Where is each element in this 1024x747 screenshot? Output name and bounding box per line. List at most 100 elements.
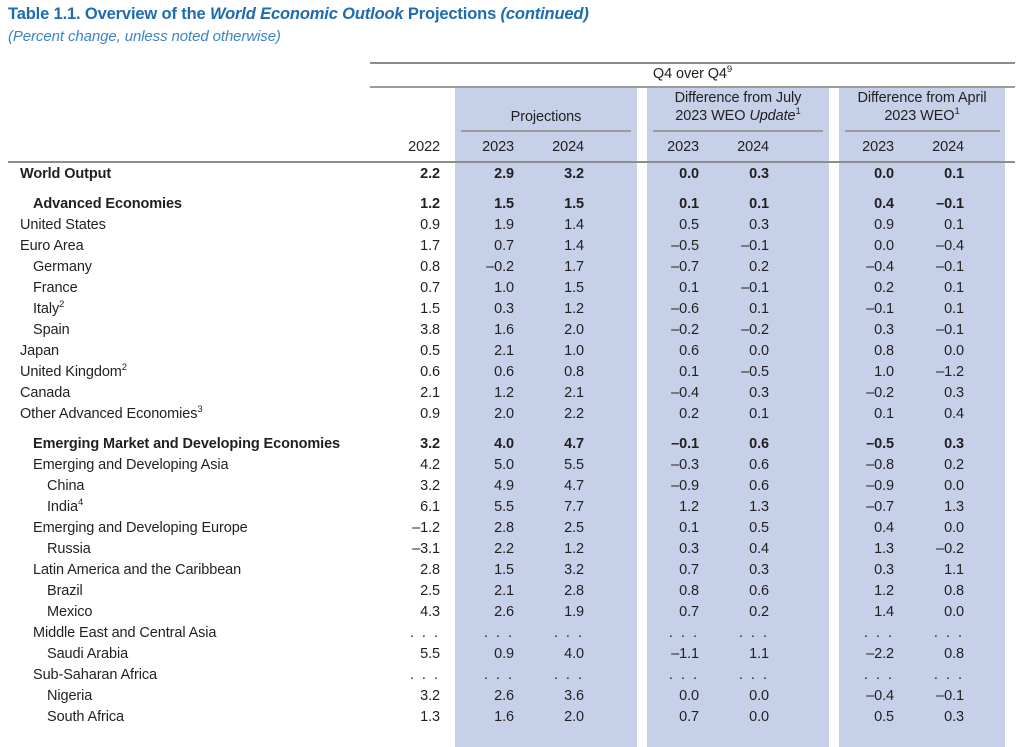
table-cell: –0.2	[866, 385, 894, 401]
table-cell: 1.9	[494, 217, 514, 233]
table-cell: –0.7	[671, 259, 699, 275]
table-cell: 0.3	[874, 562, 894, 578]
header-group-projections: Projections	[461, 108, 631, 126]
column-header-2022: 2022	[370, 138, 440, 156]
row-label: United States	[20, 217, 106, 233]
table-cell: 0.6	[679, 343, 699, 359]
table-cell: 0.5	[420, 343, 440, 359]
column-header-2022-label: 2022	[408, 139, 440, 155]
table-cell: 0.6	[420, 364, 440, 380]
header-group-july-update: Update	[749, 108, 796, 124]
table-cell: –0.5	[741, 364, 769, 380]
table-cell: 0.5	[874, 709, 894, 725]
table-cell: 2.2	[494, 541, 514, 557]
table-row: Middle East and Central Asia . . . . . . . …	[0, 624, 1024, 645]
rule-under-year-row	[8, 161, 1015, 163]
table-cell: 0.8	[944, 583, 964, 599]
table-cell: . . .	[409, 625, 440, 641]
table-cell: 0.1	[874, 406, 894, 422]
table-cell: –0.1	[671, 436, 699, 452]
table-cell: . . .	[483, 667, 514, 683]
table-cell: 2.6	[494, 604, 514, 620]
table-cell: 6.1	[420, 499, 440, 515]
column-header-april-2023: 2023	[824, 138, 894, 156]
table-row: Brazil 2.5 2.1 2.8 0.8 0.6 1.2 0.8	[0, 582, 1024, 603]
table-cell: 1.3	[420, 709, 440, 725]
table-cell: 0.4	[874, 196, 894, 212]
table-cell: 1.6	[494, 709, 514, 725]
table-cell: 0.6	[749, 457, 769, 473]
table-cell: –0.4	[866, 688, 894, 704]
title-prefix: Table 1.1. Overview of the	[8, 5, 210, 23]
table-cell: –0.4	[866, 259, 894, 275]
table-cell: 0.3	[679, 541, 699, 557]
table-cell: 0.6	[749, 583, 769, 599]
table-cell: 1.2	[564, 541, 584, 557]
table-cell: –0.2	[936, 541, 964, 557]
table-subtitle: (Percent change, unless noted otherwise)	[8, 28, 281, 45]
table-cell: 0.3	[874, 322, 894, 338]
table-cell: –0.5	[671, 238, 699, 254]
table-cell: –0.4	[671, 385, 699, 401]
header-group-july-difference: Difference from July 2023 WEO Update1	[647, 89, 829, 125]
table-cell: –0.7	[866, 499, 894, 515]
table-cell: 2.6	[494, 688, 514, 704]
table-cell: 1.6	[494, 322, 514, 338]
row-label: United Kingdom2	[20, 362, 127, 380]
table-cell: 0.1	[679, 364, 699, 380]
table-cell: 1.4	[564, 238, 584, 254]
table-cell: 0.0	[679, 166, 699, 182]
table-cell: –0.1	[936, 688, 964, 704]
table-row: Advanced Economies 1.2 1.5 1.5 0.1 0.1 0.4 –0.1	[0, 195, 1024, 216]
title-middle: Projections	[403, 5, 501, 23]
table-cell: 3.6	[564, 688, 584, 704]
table-cell: 2.8	[420, 562, 440, 578]
table-cell: 2.1	[494, 583, 514, 599]
table-cell: –0.2	[486, 259, 514, 275]
column-header-july-2023: 2023	[629, 138, 699, 156]
row-label: Canada	[20, 385, 71, 401]
table-cell: . . .	[483, 625, 514, 641]
row-label: India4	[47, 497, 84, 515]
table-cell: 2.2	[564, 406, 584, 422]
row-label: Emerging and Developing Asia	[33, 457, 229, 473]
table-row: Mexico 4.3 2.6 1.9 0.7 0.2 1.4 0.0	[0, 603, 1024, 624]
table-cell: 1.2	[420, 196, 440, 212]
table-cell: . . .	[668, 667, 699, 683]
row-label: China	[47, 478, 85, 494]
row-label: Italy2	[33, 299, 65, 317]
header-group-july-line1: Difference from July	[674, 90, 802, 106]
table-cell: 0.2	[749, 259, 769, 275]
table-cell: 2.9	[494, 166, 514, 182]
table-cell: 0.6	[749, 478, 769, 494]
table-cell: 0.2	[749, 604, 769, 620]
table-cell: 2.2	[420, 166, 440, 182]
table-cell: 0.1	[679, 520, 699, 536]
row-label: Emerging Market and Developing Economies	[33, 436, 341, 452]
table-body: World Output 2.2 2.9 3.2 0.0 0.3 0.0 0.1 Advance…	[0, 165, 1024, 729]
table-cell: 0.0	[749, 343, 769, 359]
table-cell: 5.0	[494, 457, 514, 473]
table-cell: 0.6	[749, 436, 769, 452]
table-cell: 0.1	[944, 166, 964, 182]
rule-under-q4-span	[370, 86, 1015, 88]
table-cell: 2.8	[564, 583, 584, 599]
table-cell: –1.1	[671, 646, 699, 662]
rule-top	[370, 62, 1015, 64]
row-label-footnote: 2	[59, 299, 65, 311]
table-cell: 1.0	[494, 280, 514, 296]
column-header-april-2023-label: 2023	[862, 139, 894, 155]
table-cell: –0.2	[671, 322, 699, 338]
column-header-proj-2024-label: 2024	[552, 139, 584, 155]
table-row: Germany 0.8 –0.2 1.7 –0.7 0.2 –0.4 –0.1	[0, 258, 1024, 279]
table-cell: –2.2	[866, 646, 894, 662]
row-label: Sub-Saharan Africa	[33, 667, 157, 683]
header-group-april-footnote: 1	[954, 106, 960, 118]
table-cell: 0.3	[494, 301, 514, 317]
row-label: France	[33, 280, 78, 296]
table-cell: 0.7	[679, 709, 699, 725]
table-row: Italy2 1.5 0.3 1.2 –0.6 0.1 –0.1 0.1	[0, 300, 1024, 321]
title-block: Table 1.1. Overview of the World Economi…	[8, 4, 1016, 47]
table-cell: –0.6	[671, 301, 699, 317]
table-cell: 3.2	[420, 436, 440, 452]
